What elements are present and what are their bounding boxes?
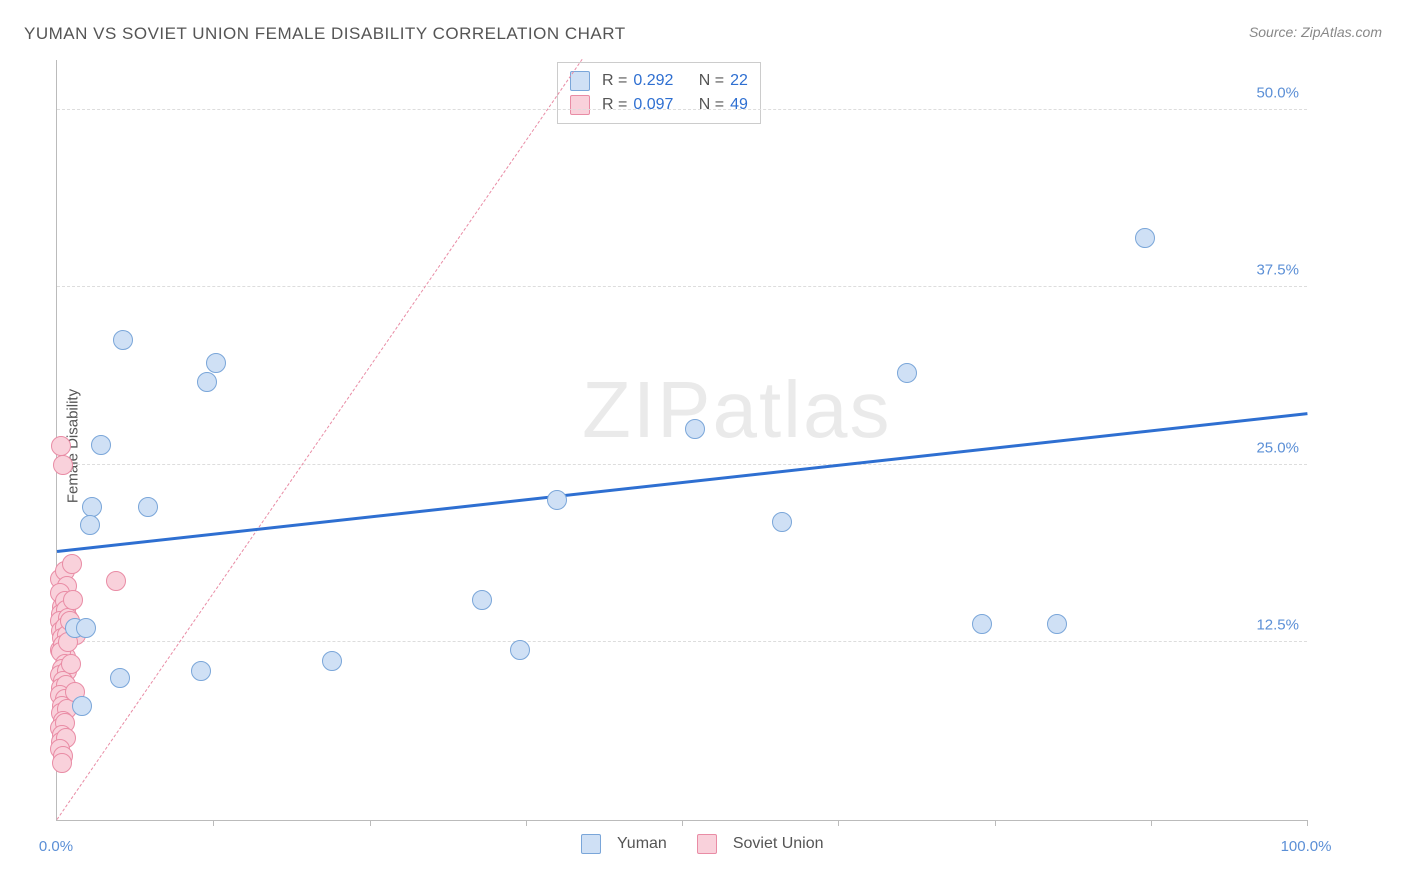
data-point (547, 490, 567, 510)
gridline-h (57, 109, 1307, 110)
data-point (51, 436, 71, 456)
legend-correlation: R = 0.292 N = 22R = 0.097 N = 49 (557, 62, 761, 124)
data-point (322, 651, 342, 671)
x-tick (1151, 820, 1152, 826)
y-tick-label: 37.5% (1256, 262, 1299, 279)
legend-swatch (697, 834, 717, 854)
plot-area: ZIPatlas R = 0.292 N = 22R = 0.097 N = 4… (56, 60, 1307, 821)
y-tick-label: 50.0% (1256, 84, 1299, 101)
data-point (138, 497, 158, 517)
x-tick (682, 820, 683, 826)
data-point (197, 372, 217, 392)
legend-row: R = 0.097 N = 49 (570, 93, 748, 117)
legend-swatch (570, 95, 590, 115)
data-point (80, 515, 100, 535)
chart-title: YUMAN VS SOVIET UNION FEMALE DISABILITY … (24, 24, 626, 44)
trendline (57, 59, 583, 820)
source-label: Source: ZipAtlas.com (1249, 24, 1382, 40)
x-tick (213, 820, 214, 826)
data-point (897, 363, 917, 383)
trendline (57, 412, 1307, 553)
legend-series: Yuman Soviet Union (581, 834, 844, 854)
y-tick-label: 12.5% (1256, 617, 1299, 634)
x-tick (838, 820, 839, 826)
data-point (53, 455, 73, 475)
data-point (62, 554, 82, 574)
data-point (972, 614, 992, 634)
data-point (206, 353, 226, 373)
data-point (52, 753, 72, 773)
data-point (685, 419, 705, 439)
data-point (1135, 228, 1155, 248)
x-tick-label: 0.0% (39, 838, 73, 855)
legend-swatch (581, 834, 601, 854)
x-tick (995, 820, 996, 826)
data-point (76, 618, 96, 638)
x-tick (1307, 820, 1308, 826)
data-point (113, 330, 133, 350)
legend-label: Yuman (617, 835, 667, 853)
x-tick-label: 100.0% (1281, 838, 1332, 855)
data-point (1047, 614, 1067, 634)
gridline-h (57, 641, 1307, 642)
data-point (63, 590, 83, 610)
legend-text: N = (699, 93, 724, 117)
data-point (110, 668, 130, 688)
x-tick (370, 820, 371, 826)
legend-text: R = (602, 69, 627, 93)
watermark: ZIPatlas (582, 364, 891, 456)
legend-r-value: 0.292 (633, 69, 673, 93)
legend-swatch (570, 71, 590, 91)
gridline-h (57, 464, 1307, 465)
legend-row: R = 0.292 N = 22 (570, 69, 748, 93)
data-point (72, 696, 92, 716)
y-tick-label: 25.0% (1256, 439, 1299, 456)
data-point (91, 435, 111, 455)
x-tick (526, 820, 527, 826)
data-point (61, 654, 81, 674)
legend-label: Soviet Union (733, 835, 824, 853)
gridline-h (57, 286, 1307, 287)
data-point (772, 512, 792, 532)
legend-r-value: 0.097 (633, 93, 673, 117)
data-point (191, 661, 211, 681)
legend-n-value: 49 (730, 93, 748, 117)
data-point (106, 571, 126, 591)
legend-n-value: 22 (730, 69, 748, 93)
data-point (510, 640, 530, 660)
legend-text: N = (699, 69, 724, 93)
data-point (472, 590, 492, 610)
legend-text: R = (602, 93, 627, 117)
